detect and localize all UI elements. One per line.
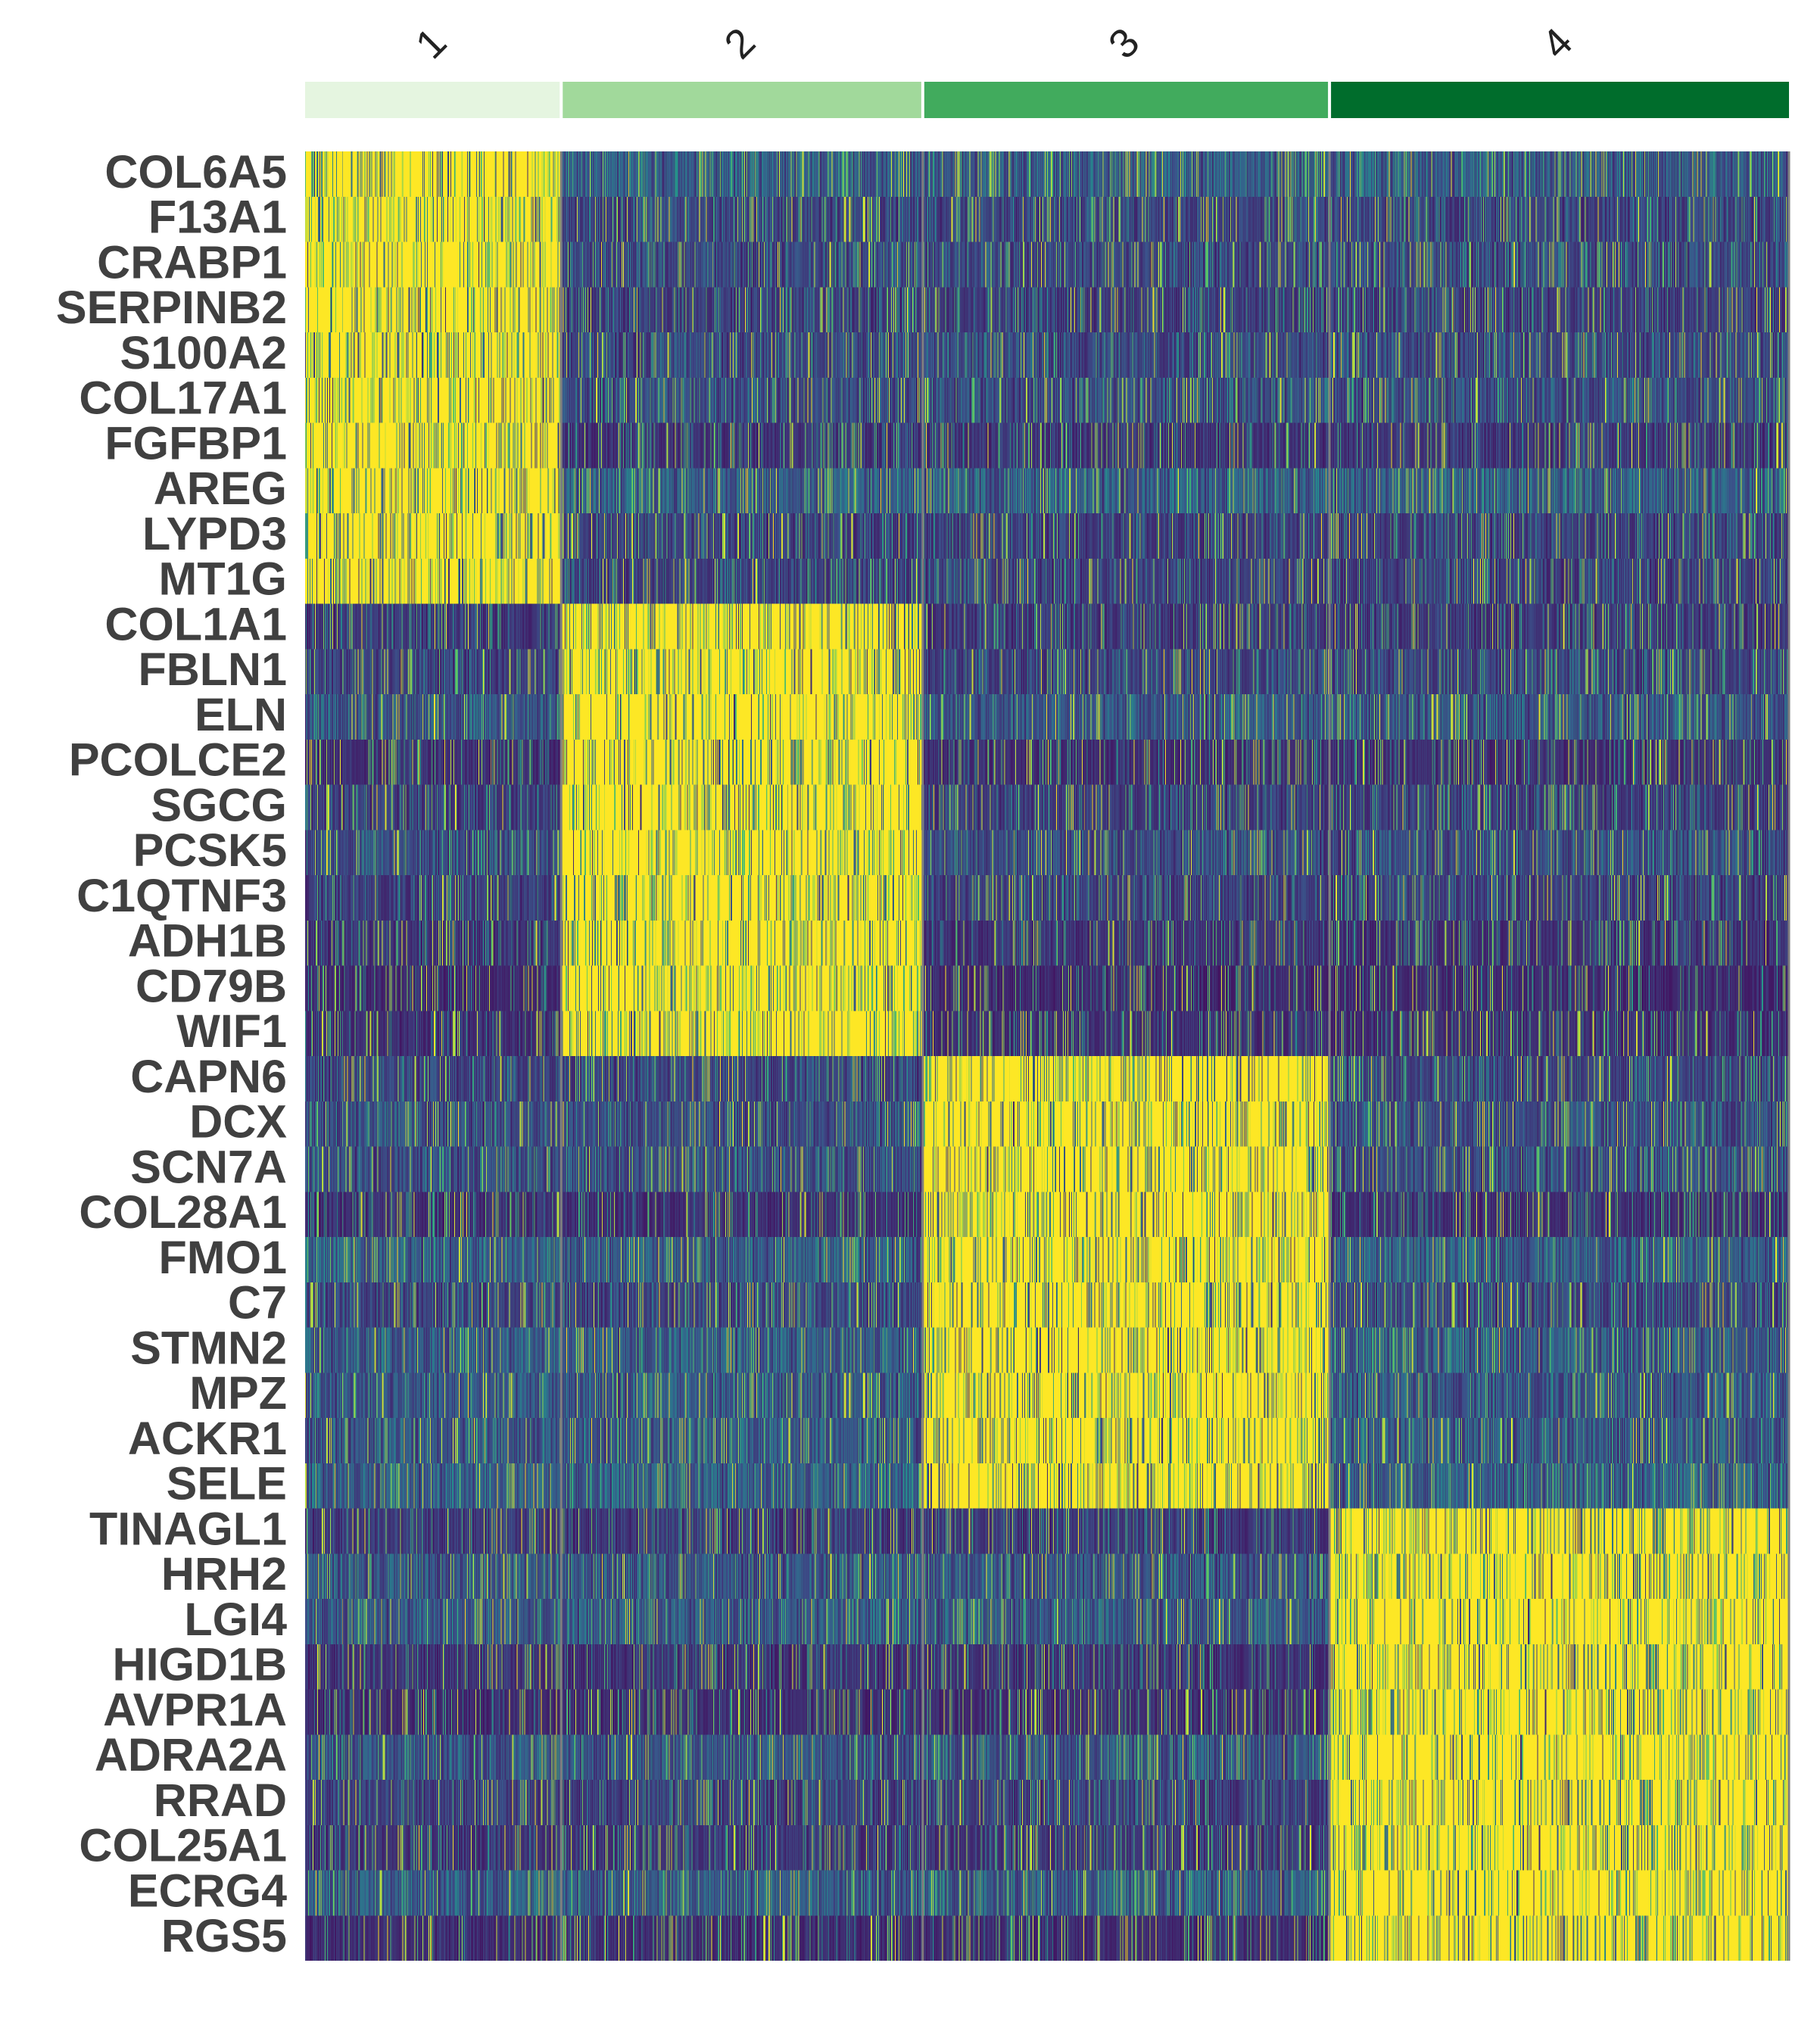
cluster-bar-1 bbox=[305, 82, 560, 118]
cluster-label-4: 4 bbox=[1533, 20, 1582, 68]
cluster-label-2: 2 bbox=[716, 20, 765, 68]
gene-label-col25a1: COL25A1 bbox=[79, 1820, 287, 1871]
gene-label-hrh2: HRH2 bbox=[161, 1548, 287, 1600]
gene-label-rrad: RRAD bbox=[154, 1774, 287, 1826]
gene-label-tinagl1: TINAGL1 bbox=[89, 1503, 287, 1554]
gene-label-adra2a: ADRA2A bbox=[95, 1729, 287, 1781]
gene-label-c7: C7 bbox=[228, 1277, 287, 1329]
gene-label-col17a1: COL17A1 bbox=[79, 372, 287, 424]
gene-label-mpz: MPZ bbox=[189, 1367, 287, 1419]
cluster-labels: 1 2 3 4 bbox=[407, 20, 1582, 68]
cluster-bar-4 bbox=[1331, 82, 1789, 118]
gene-label-stmn2: STMN2 bbox=[130, 1322, 287, 1373]
gene-label-pcolce2: PCOLCE2 bbox=[69, 734, 287, 786]
cluster-separators bbox=[559, 151, 1791, 1961]
gene-label-lgi4: LGI4 bbox=[184, 1594, 287, 1645]
cluster-label-3: 3 bbox=[1100, 20, 1148, 68]
gene-label-sgcg: SGCG bbox=[151, 779, 287, 830]
gene-labels: COL6A5F13A1CRABP1SERPINB2S100A2COL17A1FG… bbox=[56, 146, 287, 1961]
gene-label-fmo1: FMO1 bbox=[159, 1232, 287, 1283]
gene-label-pcsk5: PCSK5 bbox=[133, 824, 287, 876]
gene-label-c1qtnf3: C1QTNF3 bbox=[76, 870, 287, 921]
gene-label-col28a1: COL28A1 bbox=[79, 1186, 287, 1238]
gene-label-sele: SELE bbox=[167, 1458, 287, 1510]
gene-label-mt1g: MT1G bbox=[159, 553, 287, 605]
gene-label-dcx: DCX bbox=[189, 1096, 287, 1148]
heatmap-matrix bbox=[305, 151, 1789, 1961]
gene-label-avpr1a: AVPR1A bbox=[103, 1684, 287, 1735]
gene-label-wif1: WIF1 bbox=[176, 1005, 287, 1057]
gene-label-f13a1: F13A1 bbox=[148, 192, 287, 243]
gene-label-crabp1: CRABP1 bbox=[97, 236, 287, 288]
gene-label-scn7a: SCN7A bbox=[130, 1141, 287, 1192]
gene-label-eln: ELN bbox=[195, 689, 287, 740]
gene-label-lypd3: LYPD3 bbox=[142, 508, 287, 559]
gene-label-col6a5: COL6A5 bbox=[104, 146, 287, 198]
cluster-label-1: 1 bbox=[407, 20, 456, 68]
gene-label-ecrg4: ECRG4 bbox=[128, 1865, 287, 1916]
cluster-bar-2 bbox=[563, 82, 921, 118]
gene-label-areg: AREG bbox=[154, 463, 287, 514]
gene-label-higd1b: HIGD1B bbox=[113, 1639, 287, 1690]
gene-label-cd79b: CD79B bbox=[136, 960, 287, 1011]
gene-label-rgs5: RGS5 bbox=[161, 1910, 287, 1961]
gene-label-fgfbp1: FGFBP1 bbox=[104, 417, 287, 469]
gene-label-col1a1: COL1A1 bbox=[104, 598, 287, 650]
gene-label-serpinb2: SERPINB2 bbox=[56, 282, 287, 333]
gene-label-adh1b: ADH1B bbox=[128, 915, 287, 967]
gene-label-fbln1: FBLN1 bbox=[138, 643, 287, 695]
gene-label-ackr1: ACKR1 bbox=[128, 1413, 287, 1464]
gene-label-capn6: CAPN6 bbox=[130, 1051, 287, 1102]
gene-label-s100a2: S100A2 bbox=[120, 327, 287, 379]
cluster-annotation-bar bbox=[305, 82, 1789, 118]
cluster-bar-3 bbox=[924, 82, 1329, 118]
